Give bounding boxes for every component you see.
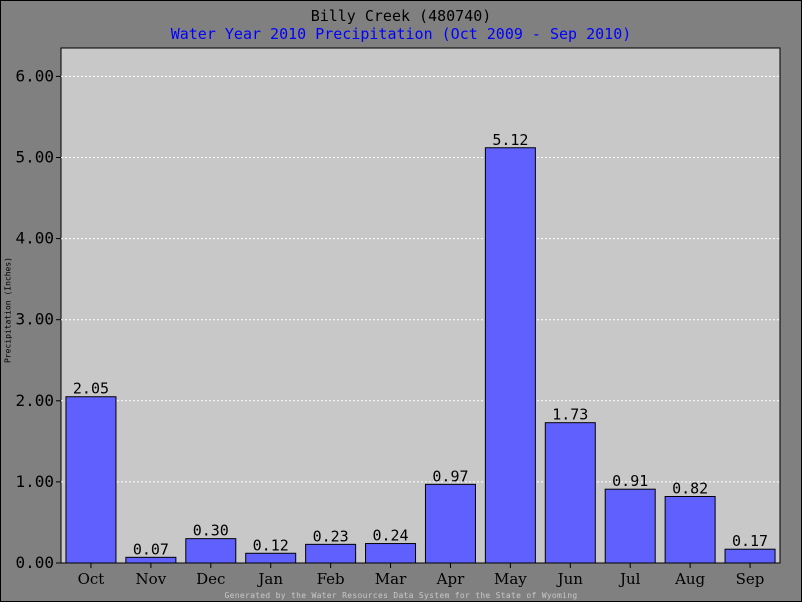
y-tick-label: 3.00 bbox=[15, 310, 54, 329]
bar bbox=[365, 543, 417, 564]
bar bbox=[484, 147, 536, 564]
chart-title: Billy Creek (480740) bbox=[310, 7, 492, 25]
chart-subtitle: Water Year 2010 Precipitation (Oct 2009 … bbox=[170, 25, 632, 43]
data-label: 1.73 bbox=[552, 406, 588, 424]
x-tick-label: Jun bbox=[556, 570, 584, 588]
x-tick-label: Apr bbox=[436, 570, 465, 588]
y-tick-label: 5.00 bbox=[15, 147, 54, 166]
bar bbox=[544, 422, 596, 564]
data-label: 0.07 bbox=[133, 540, 169, 558]
data-label: 5.12 bbox=[492, 131, 528, 149]
data-label: 0.30 bbox=[193, 522, 229, 540]
x-tick-label: Jan bbox=[256, 570, 283, 588]
bar bbox=[664, 495, 716, 564]
x-tick-label: Mar bbox=[375, 570, 407, 588]
x-tick-label: Jul bbox=[618, 570, 641, 588]
data-label: 0.12 bbox=[253, 536, 289, 554]
bar bbox=[424, 483, 476, 564]
bar bbox=[724, 548, 776, 564]
bar bbox=[245, 552, 297, 564]
y-tick-label: 2.00 bbox=[15, 391, 54, 410]
data-label: 0.97 bbox=[432, 467, 468, 485]
bar bbox=[305, 543, 357, 564]
y-tick-label: 0.00 bbox=[15, 553, 54, 572]
x-tick-label: Sep bbox=[736, 570, 765, 588]
data-label: 0.24 bbox=[372, 527, 408, 545]
data-label: 0.17 bbox=[732, 532, 768, 550]
plot-area bbox=[60, 47, 781, 564]
footer-credit: Generated by the Water Resources Data Sy… bbox=[224, 591, 578, 600]
data-label: 2.05 bbox=[73, 380, 109, 398]
bar bbox=[185, 538, 237, 564]
x-tick-label: Aug bbox=[674, 570, 705, 588]
x-tick-label: Nov bbox=[136, 570, 167, 588]
data-label: 0.91 bbox=[612, 472, 648, 490]
bar bbox=[604, 488, 656, 564]
y-tick-label: 6.00 bbox=[15, 66, 54, 85]
data-label: 0.82 bbox=[672, 479, 708, 497]
y-tick-label: 1.00 bbox=[15, 472, 54, 491]
x-tick-label: Oct bbox=[78, 570, 105, 588]
x-tick-label: Feb bbox=[317, 570, 345, 588]
data-label: 0.23 bbox=[313, 527, 349, 545]
y-tick-label: 4.00 bbox=[15, 229, 54, 248]
x-tick-label: May bbox=[494, 570, 527, 588]
x-tick-label: Dec bbox=[196, 570, 225, 588]
bar bbox=[65, 396, 117, 564]
